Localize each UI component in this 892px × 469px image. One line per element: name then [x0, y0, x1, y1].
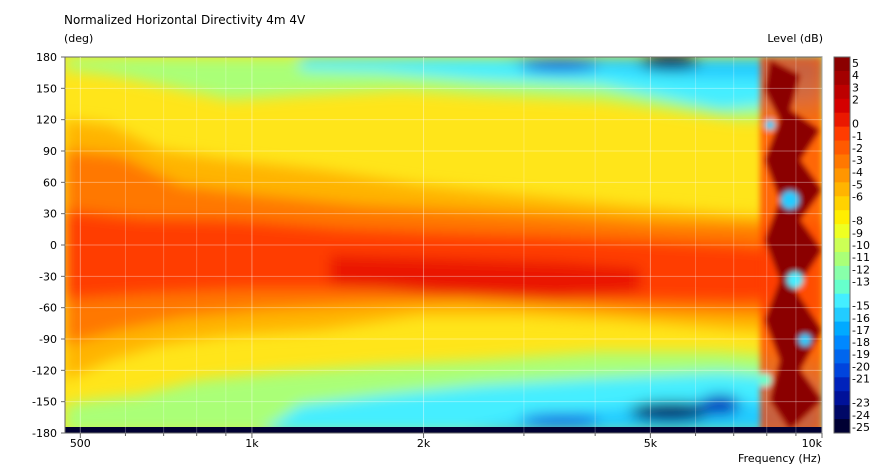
- colorbar-swatch: [834, 307, 850, 323]
- colorbar-level-label: -1: [852, 130, 863, 143]
- colorbar-label: Level (dB): [767, 32, 823, 45]
- colorbar-swatch: [834, 377, 850, 392]
- colorbar-swatch: [834, 279, 850, 295]
- colorbar-swatch: [834, 57, 850, 72]
- x-axis-label: Frequency (Hz): [738, 452, 821, 465]
- colorbar-swatch: [834, 349, 850, 364]
- chart-title: Normalized Horizontal Directivity 4m 4V: [64, 13, 306, 27]
- y-axis: 180 150 120 90 60 30 0 -30 -60 -90 -120 -150 -180: [32, 51, 65, 440]
- y-tick-label: -90: [39, 333, 57, 346]
- colorbar-level-label: -25: [852, 421, 870, 434]
- colorbar-level-label: -11: [852, 251, 870, 264]
- colorbar-swatch: [834, 363, 850, 378]
- colorbar-level-label: 3: [852, 81, 859, 94]
- x-tick-label: 10k: [802, 437, 823, 450]
- colorbar-level-label: -21: [852, 372, 870, 385]
- colorbar-frame: [833, 56, 851, 434]
- y-tick-label: 0: [50, 239, 57, 252]
- colorbar-swatch: [834, 140, 850, 155]
- y-tick-label: -150: [32, 396, 57, 409]
- colorbar-swatch: [834, 210, 850, 225]
- colorbar-level-label: -3: [852, 154, 863, 167]
- y-axis-label: (deg): [64, 32, 93, 45]
- colorbar-swatch: [834, 196, 850, 211]
- x-axis: 500 1k 2k 5k 10k: [70, 433, 823, 450]
- colorbar-level-label: -19: [852, 348, 870, 361]
- colorbar-swatch: [834, 154, 850, 169]
- colorbar-level-label: 2: [852, 93, 859, 106]
- colorbar-swatch: [834, 182, 850, 197]
- colorbar-swatch: [834, 70, 850, 86]
- colorbar-swatch: [834, 265, 850, 281]
- colorbar-level-label: -10: [852, 239, 870, 252]
- y-tick-label: -120: [32, 364, 57, 377]
- y-tick-label: 60: [43, 176, 57, 189]
- y-tick-label: 90: [43, 145, 57, 158]
- x-tick-label: 500: [70, 437, 91, 450]
- colorbar-level-label: -24: [852, 409, 870, 422]
- y-tick-label: -60: [39, 302, 57, 315]
- y-tick-label: 150: [36, 82, 57, 95]
- x-tick-label: 1k: [245, 437, 259, 450]
- colorbar-level-label: -9: [852, 227, 863, 240]
- colorbar-level-label: -5: [852, 178, 863, 191]
- colorbar-swatch: [834, 238, 850, 253]
- colorbar-swatch: [834, 293, 850, 309]
- colorbar-level-label: -18: [852, 336, 870, 349]
- x-tick-label: 5k: [644, 437, 658, 450]
- colorbar-level-label: -15: [852, 300, 870, 313]
- colorbar-swatch: [834, 84, 850, 100]
- colorbar-swatch: [834, 335, 850, 350]
- colorbar-level-label: -20: [852, 360, 870, 373]
- y-tick-label: -180: [32, 427, 57, 440]
- colorbar-level-label: 5: [852, 57, 859, 70]
- colorbar-level-label: -8: [852, 215, 863, 228]
- colorbar-swatch: [834, 224, 850, 239]
- x-tick-label: 2k: [417, 437, 431, 450]
- heatmap-field: [65, 57, 822, 433]
- colorbar-level-label: -13: [852, 275, 870, 288]
- colorbar-level-label: -16: [852, 312, 870, 325]
- colorbar: 54320-1-2-3-4-5-6-8-9-10-11-12-13-15-16-…: [833, 56, 870, 434]
- colorbar-level-label: 0: [852, 118, 859, 131]
- grid: [65, 57, 823, 433]
- colorbar-swatch: [834, 321, 850, 337]
- y-tick-label: 180: [36, 51, 57, 64]
- colorbar-level-label: 4: [852, 69, 859, 82]
- colorbar-swatch: [834, 126, 850, 142]
- colorbar-level-label: -4: [852, 166, 863, 179]
- colorbar-swatch: [834, 112, 850, 128]
- y-tick-label: -30: [39, 270, 57, 283]
- colorbar-level-label: -23: [852, 397, 870, 410]
- y-tick-label: 30: [43, 208, 57, 221]
- colorbar-swatch: [834, 391, 850, 406]
- y-tick-label: 120: [36, 114, 57, 127]
- colorbar-swatch: [834, 405, 850, 420]
- colorbar-level-label: -17: [852, 324, 870, 337]
- colorbar-level-label: -12: [852, 263, 870, 276]
- colorbar-swatch: [834, 98, 850, 114]
- colorbar-swatch: [834, 168, 850, 183]
- colorbar-level-label: -2: [852, 142, 863, 155]
- colorbar-swatch: [834, 251, 850, 267]
- colorbar-level-label: -6: [852, 190, 863, 203]
- colorbar-swatch: [834, 419, 850, 434]
